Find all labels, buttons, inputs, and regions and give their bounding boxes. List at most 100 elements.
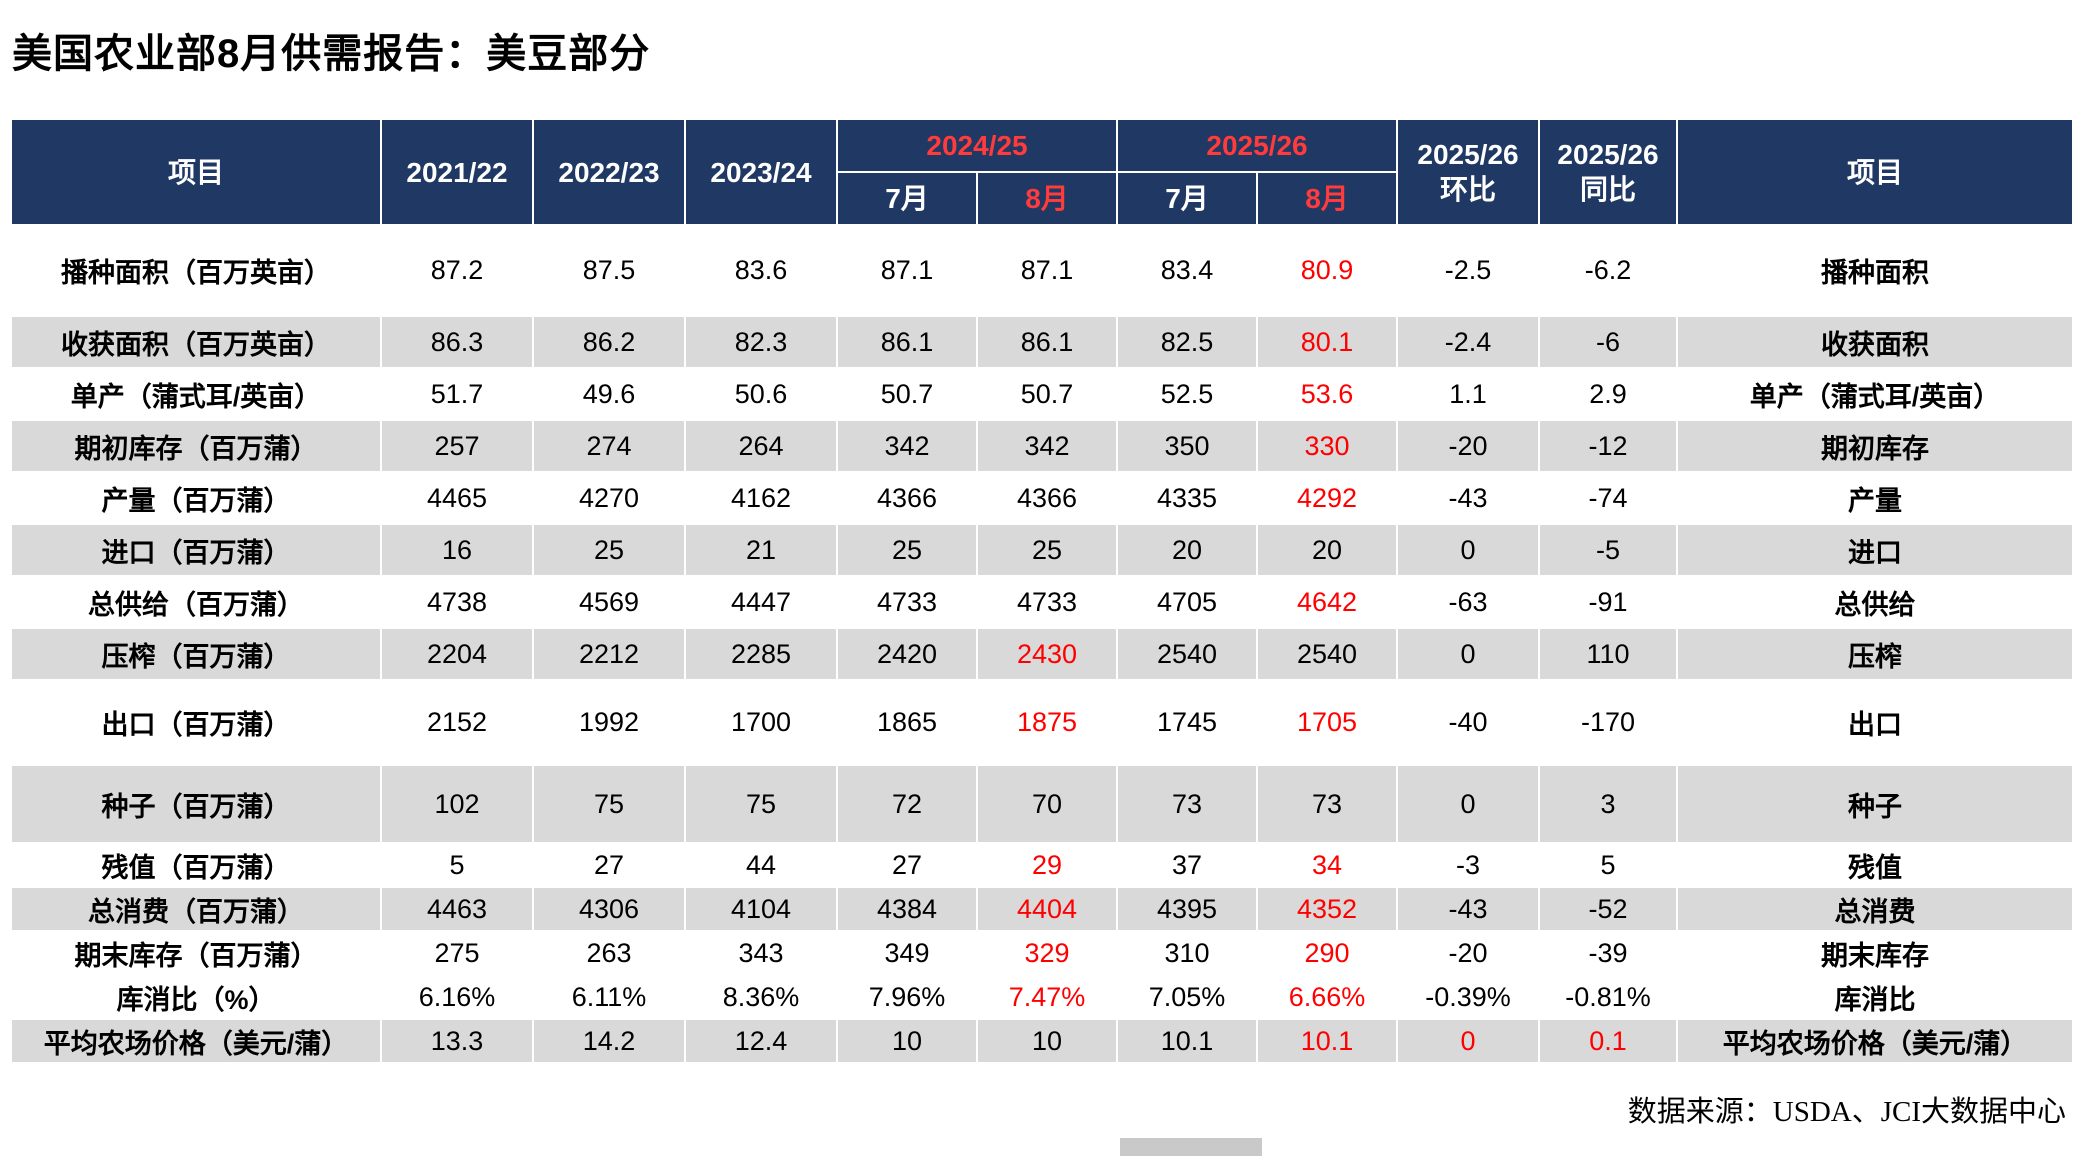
value-cell: 4733 <box>836 575 978 629</box>
value-cell: 52.5 <box>1116 367 1258 421</box>
value-cell: 2285 <box>684 627 838 681</box>
row-label-left: 压榨（百万蒲） <box>10 627 382 681</box>
value-cell: 49.6 <box>532 367 686 421</box>
col-header-2023-24: 2023/24 <box>684 118 838 226</box>
value-cell: 4366 <box>836 471 978 525</box>
value-cell: 4352 <box>1256 886 1398 932</box>
page-title: 美国农业部8月供需报告：美豆部分 <box>12 32 651 76</box>
value-cell: 110 <box>1538 627 1678 681</box>
row-label-right: 总消费 <box>1676 886 2074 932</box>
col-header-item-right: 项目 <box>1676 118 2074 226</box>
value-cell: 2204 <box>380 627 534 681</box>
value-cell: 1875 <box>976 679 1118 766</box>
value-cell: -2.4 <box>1396 315 1540 369</box>
value-cell: 10.1 <box>1116 1018 1258 1064</box>
value-cell: 10 <box>976 1018 1118 1064</box>
row-label-right: 总供给 <box>1676 575 2074 629</box>
row-label-left: 进口（百万蒲） <box>10 523 382 577</box>
value-cell: 349 <box>836 930 978 976</box>
value-cell: 75 <box>532 764 686 844</box>
value-cell: 86.2 <box>532 315 686 369</box>
value-cell: -0.81% <box>1538 974 1678 1020</box>
table-row: 总消费（百万蒲） 4463 4306 4104 4384 4404 4395 4352 -43-… <box>10 886 2074 932</box>
col-header-2024-25-aug: 8月 <box>976 171 1118 226</box>
value-cell: 37 <box>1116 842 1258 888</box>
value-cell: 50.7 <box>976 367 1118 421</box>
row-label-left: 总供给（百万蒲） <box>10 575 382 629</box>
scrollbar-thumb[interactable] <box>1120 1138 1262 1156</box>
value-cell: 1865 <box>836 679 978 766</box>
value-cell: 2152 <box>380 679 534 766</box>
table-row: 库消比（%） 6.16% 6.11% 8.36% 7.96% 7.47% 7.05% 6.66… <box>10 974 2074 1020</box>
row-label-right: 进口 <box>1676 523 2074 577</box>
col-header-yoy: 2025/26 同比 <box>1538 118 1678 226</box>
table-row: 收获面积（百万英亩） 86.3 86.2 82.3 86.1 86.1 82.5 80.1 -2… <box>10 315 2074 369</box>
row-label-right: 残值 <box>1676 842 2074 888</box>
value-cell: 102 <box>380 764 534 844</box>
value-cell: 4738 <box>380 575 534 629</box>
value-cell: -170 <box>1538 679 1678 766</box>
value-cell: 44 <box>684 842 838 888</box>
value-cell: 4366 <box>976 471 1118 525</box>
value-cell: 4335 <box>1116 471 1258 525</box>
value-cell: 25 <box>836 523 978 577</box>
row-label-left: 种子（百万蒲） <box>10 764 382 844</box>
row-label-right: 产量 <box>1676 471 2074 525</box>
value-cell: 0 <box>1396 1018 1540 1064</box>
row-label-right: 播种面积 <box>1676 224 2074 317</box>
value-cell: 87.5 <box>532 224 686 317</box>
value-cell: 290 <box>1256 930 1398 976</box>
value-cell: 86.1 <box>976 315 1118 369</box>
value-cell: -40 <box>1396 679 1540 766</box>
value-cell: 75 <box>684 764 838 844</box>
value-cell: 4404 <box>976 886 1118 932</box>
value-cell: 27 <box>836 842 978 888</box>
value-cell: -2.5 <box>1396 224 1540 317</box>
value-cell: 342 <box>976 419 1118 473</box>
value-cell: 2212 <box>532 627 686 681</box>
col-header-2025-26-jul: 7月 <box>1116 171 1258 226</box>
value-cell: -6.2 <box>1538 224 1678 317</box>
table-row: 期初库存（百万蒲） 257 274 264 342 342 350 330 -20 -12 期初库存 <box>10 419 2074 473</box>
value-cell: 274 <box>532 419 686 473</box>
value-cell: 10.1 <box>1256 1018 1398 1064</box>
table-row: 总供给（百万蒲） 4738 4569 4447 4733 4733 4705 4642 -63-… <box>10 575 2074 629</box>
table-row: 期末库存（百万蒲） 275 263 343 349 329 310 290 -20 -39 期末库存 <box>10 930 2074 976</box>
value-cell: 82.3 <box>684 315 838 369</box>
value-cell: 27 <box>532 842 686 888</box>
value-cell: 4162 <box>684 471 838 525</box>
value-cell: 263 <box>532 930 686 976</box>
value-cell: 50.6 <box>684 367 838 421</box>
col-header-mom-line1: 2025/26 <box>1417 139 1519 170</box>
value-cell: 16 <box>380 523 534 577</box>
value-cell: 25 <box>976 523 1118 577</box>
row-label-right: 期末库存 <box>1676 930 2074 976</box>
table-row: 进口（百万蒲） 16 25 21 25 25 20 20 0 -5 进口 <box>10 523 2074 577</box>
row-label-left: 期末库存（百万蒲） <box>10 930 382 976</box>
value-cell: 4705 <box>1116 575 1258 629</box>
data-source: 数据来源：USDA、JCI大数据中心 <box>1627 1096 2066 1128</box>
value-cell: -39 <box>1538 930 1678 976</box>
value-cell: 4447 <box>684 575 838 629</box>
value-cell: -43 <box>1396 886 1540 932</box>
value-cell: 73 <box>1116 764 1258 844</box>
value-cell: 330 <box>1256 419 1398 473</box>
header-row-main: 项目 2021/22 2022/23 2023/24 2024/25 2025/… <box>10 118 2074 226</box>
value-cell: 21 <box>684 523 838 577</box>
value-cell: -43 <box>1396 471 1540 525</box>
value-cell: 12.4 <box>684 1018 838 1064</box>
value-cell: 1745 <box>1116 679 1258 766</box>
value-cell: 7.05% <box>1116 974 1258 1020</box>
value-cell: 50.7 <box>836 367 978 421</box>
value-cell: 20 <box>1116 523 1258 577</box>
value-cell: 29 <box>976 842 1118 888</box>
table-row: 种子（百万蒲） 102 75 75 72 70 73 73 0 3 种子 <box>10 764 2074 844</box>
col-header-mom-line2: 环比 <box>1439 174 1496 205</box>
value-cell: 4569 <box>532 575 686 629</box>
row-label-left: 期初库存（百万蒲） <box>10 419 382 473</box>
row-label-left: 库消比（%） <box>10 974 382 1020</box>
row-label-right: 种子 <box>1676 764 2074 844</box>
value-cell: 72 <box>836 764 978 844</box>
row-label-right: 单产（蒲式耳/英亩） <box>1676 367 2074 421</box>
table-row: 单产（蒲式耳/英亩） 51.7 49.6 50.6 50.7 50.7 52.5 53.6 1.… <box>10 367 2074 421</box>
